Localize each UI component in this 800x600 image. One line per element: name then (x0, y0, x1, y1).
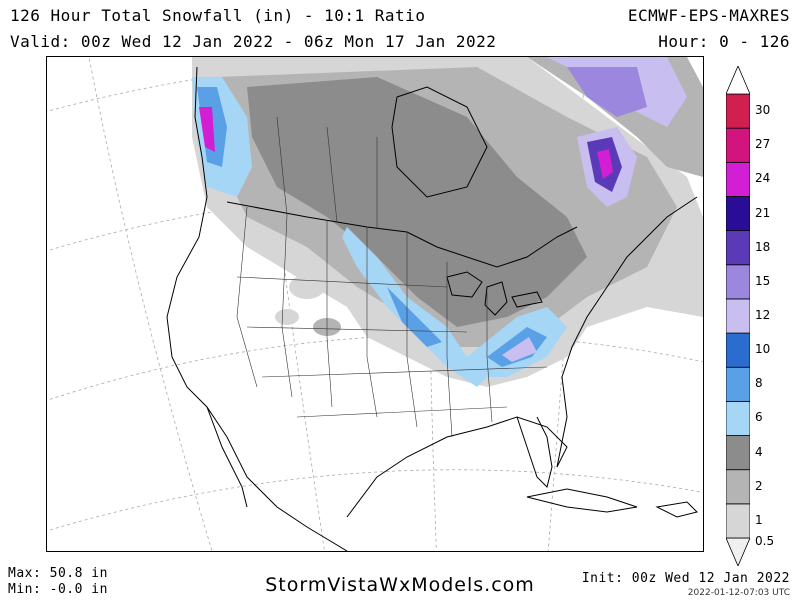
model-name: ECMWF-EPS-MAXRES (627, 6, 790, 25)
colorbar-segment (725, 503, 751, 539)
colorbar-segment (725, 127, 751, 163)
timestamp: 2022-01-12-07:03 UTC (687, 588, 790, 598)
valid-time: Valid: 00z Wed 12 Jan 2022 - 06z Mon 17 … (10, 32, 497, 51)
colorbar-segment (725, 64, 751, 95)
colorbar-segment (725, 332, 751, 368)
state-lines (236, 116, 548, 438)
site-credit: StormVistaWxModels.com (265, 574, 535, 596)
colorbar-segment (725, 161, 751, 197)
map-title: 126 Hour Total Snowfall (in) - 10:1 Rati… (10, 6, 426, 25)
colorbar-label: 2 (755, 478, 763, 493)
colorbar-segment (725, 366, 751, 402)
init-time: Init: 00z Wed 12 Jan 2022 (581, 571, 790, 586)
colorbar-label: 10 (755, 342, 771, 357)
colorbar-label: 8 (755, 376, 763, 391)
colorbar-label: 27 (755, 137, 771, 152)
colorbar-label: 4 (755, 444, 763, 459)
colorbar-label: 12 (755, 308, 771, 322)
colorbar-segment (725, 469, 751, 505)
colorbar-label: 18 (755, 239, 771, 254)
colorbar-segment (725, 230, 751, 266)
map-outlines (166, 66, 698, 551)
colorbar-segment (725, 537, 751, 568)
snowfall-map (46, 56, 704, 552)
legend-colorbar (725, 64, 751, 568)
colorbar-segment (725, 400, 751, 436)
map-canvas (47, 57, 703, 551)
colorbar-segment (725, 264, 751, 300)
colorbar-label: 15 (755, 273, 771, 288)
colorbar-label: 6 (755, 410, 763, 425)
colorbar-segment (725, 93, 751, 129)
colorbar-label: 21 (755, 205, 771, 220)
colorbar-segment (725, 196, 751, 232)
colorbar-segment (725, 298, 751, 334)
colorbar-label: 0.5 (755, 534, 775, 548)
colorbar-label: 24 (755, 171, 771, 186)
colorbar-label: 1 (755, 512, 763, 527)
colorbar-svg (725, 64, 751, 568)
colorbar-segment (725, 435, 751, 471)
max-value: Max: 50.8 in (8, 566, 108, 581)
snowfall-shading (192, 57, 703, 387)
min-value: Min: -0.0 in (8, 582, 108, 597)
forecast-hours: Hour: 0 - 126 (658, 32, 790, 51)
colorbar-label: 30 (755, 103, 771, 118)
